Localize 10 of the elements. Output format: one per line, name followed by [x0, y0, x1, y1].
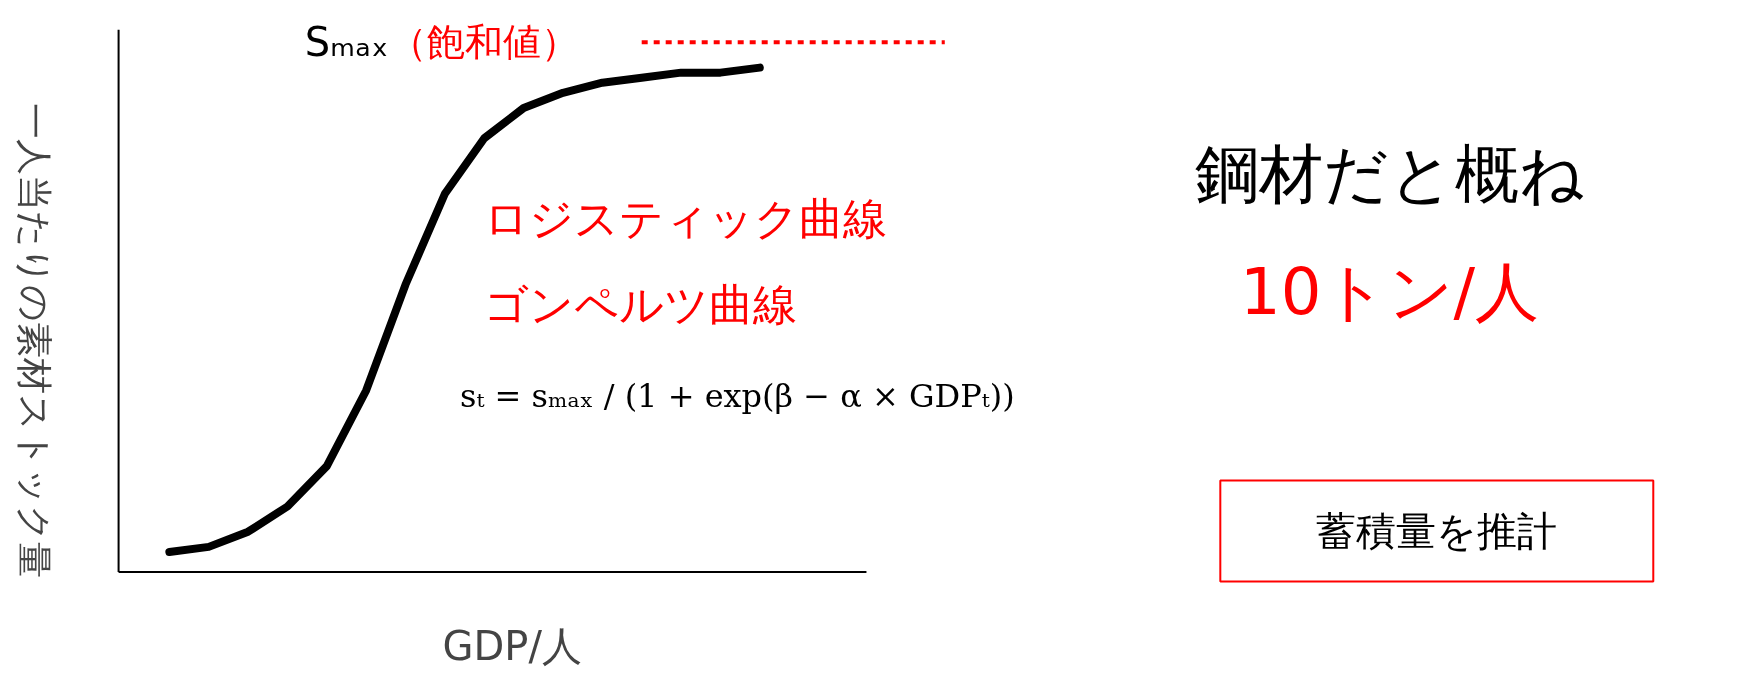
- text: 10トン/人: [1240, 255, 1540, 330]
- text: 鋼材だと概ね: [1194, 136, 1585, 211]
- text: Sₘₐₓ: [304, 19, 389, 66]
- x-axis-title: GDP/人: [442, 623, 582, 670]
- ref-line-label: （飽和値）: [388, 20, 579, 65]
- annotation: sₜ = sₘₐₓ / (1 + exp(β − α × GDPₜ)): [460, 376, 1015, 415]
- text: 蓄積量を推計: [1316, 508, 1558, 555]
- annotation: ロジスティック曲線: [484, 193, 888, 245]
- annotation: ゴンペルツ曲線: [484, 279, 798, 331]
- y-axis-title: 一人当たりの素材ストック量: [13, 102, 55, 578]
